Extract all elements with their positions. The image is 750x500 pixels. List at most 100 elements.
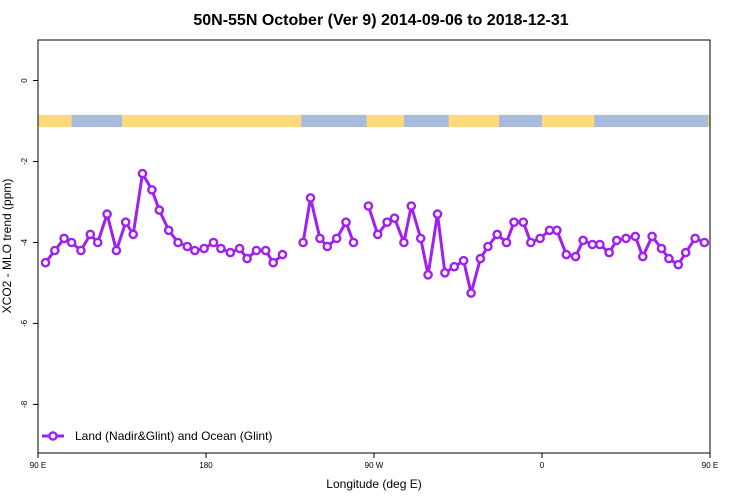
ocean-band-segment: [594, 114, 709, 128]
data-point: [305, 193, 316, 203]
data-point: [234, 243, 245, 254]
y-axis-label: XCO2 - MLO trend (ppm): [0, 179, 14, 314]
legend-point-marker: [48, 431, 58, 441]
data-point: [260, 245, 271, 256]
x-tick-label: 0: [540, 461, 545, 470]
data-point: [690, 233, 700, 244]
data-point: [348, 237, 359, 248]
y-tick-label: -2: [20, 157, 29, 165]
data-point: [630, 231, 641, 242]
data-point: [128, 229, 138, 240]
legend-label: Land (Nadir&Glint) and Ocean (Glint): [75, 429, 272, 443]
data-point: [102, 209, 112, 219]
data-point: [526, 237, 536, 248]
x-tick-label: 90 W: [365, 461, 384, 470]
data-point: [363, 201, 374, 211]
data-point: [578, 235, 588, 246]
ocean-band-segment: [301, 114, 367, 128]
data-point: [111, 245, 122, 256]
data-point: [483, 241, 493, 252]
data-point: [458, 255, 469, 266]
data-point: [406, 201, 417, 211]
data-point: [322, 241, 333, 252]
chart-title: 50N-55N October (Ver 9) 2014-09-06 to 20…: [193, 12, 568, 29]
data-point: [277, 249, 288, 260]
data-point: [251, 245, 262, 256]
x-tick-label: 180: [199, 461, 213, 470]
data-point: [475, 253, 486, 264]
data-point: [382, 217, 392, 227]
data-point: [611, 235, 622, 246]
data-point: [604, 247, 615, 258]
data-point: [40, 257, 51, 268]
x-axis: 90 E 180 90 W 0 90 E: [30, 453, 718, 470]
data-point: [372, 229, 383, 240]
data-point: [66, 237, 77, 248]
data-point: [163, 225, 174, 236]
data-point: [509, 217, 519, 227]
data-point: [189, 245, 200, 256]
data-point: [449, 261, 460, 272]
ocean-band-segment: [403, 114, 449, 128]
data-point: [544, 225, 555, 236]
data-point: [621, 233, 631, 244]
data-point: [199, 243, 209, 254]
series-line: [366, 204, 706, 295]
ocean-band-segment: [71, 114, 122, 128]
data-point: [647, 231, 657, 242]
y-tick-label: -4: [20, 238, 29, 246]
data-point: [298, 237, 308, 248]
data-point: [315, 233, 325, 244]
data-point: [92, 237, 103, 248]
data-point: [399, 237, 409, 248]
y-axis: 0 -2 -4 -6 -8: [20, 78, 38, 408]
data-point: [59, 233, 69, 244]
data-point: [331, 233, 342, 244]
data-point: [673, 259, 684, 270]
data-point: [415, 233, 426, 244]
x-tick-label: 90 E: [702, 461, 718, 470]
series-line: [44, 172, 284, 265]
data-point: [216, 243, 226, 254]
land-ocean-band: [38, 114, 710, 128]
data-point: [341, 217, 351, 227]
x-tick-label: 90 E: [30, 461, 46, 470]
data-point: [85, 229, 96, 240]
y-tick-label: -8: [20, 400, 29, 408]
data-point: [50, 245, 60, 256]
data-point: [492, 229, 503, 240]
data-point: [182, 241, 193, 252]
data-point: [638, 251, 648, 262]
data-point: [225, 247, 236, 258]
data-point: [147, 184, 157, 195]
data-point: [173, 237, 183, 248]
data-point: [389, 213, 400, 223]
data-point: [440, 267, 450, 278]
data-point: [120, 217, 131, 227]
data-point: [518, 217, 529, 227]
y-tick-label: 0: [20, 78, 29, 83]
data-point: [570, 251, 581, 262]
data-point: [664, 253, 674, 264]
data-point: [423, 269, 433, 280]
legend: Land (Nadir&Glint) and Ocean (Glint): [42, 429, 272, 443]
data-point: [587, 239, 598, 250]
data-layer: [40, 168, 710, 298]
data-point: [595, 239, 605, 250]
data-point: [552, 225, 562, 236]
data-point: [432, 209, 443, 219]
data-point: [208, 237, 219, 248]
data-point: [501, 237, 512, 248]
data-point: [656, 243, 667, 254]
data-point: [76, 245, 86, 256]
data-point: [535, 233, 545, 244]
data-point: [466, 288, 476, 298]
data-point: [137, 168, 148, 179]
data-point: [242, 253, 252, 264]
data-point: [561, 249, 572, 260]
x-axis-label: Longitude (deg E): [326, 477, 421, 491]
data-point: [268, 257, 279, 268]
data-point: [154, 205, 165, 215]
